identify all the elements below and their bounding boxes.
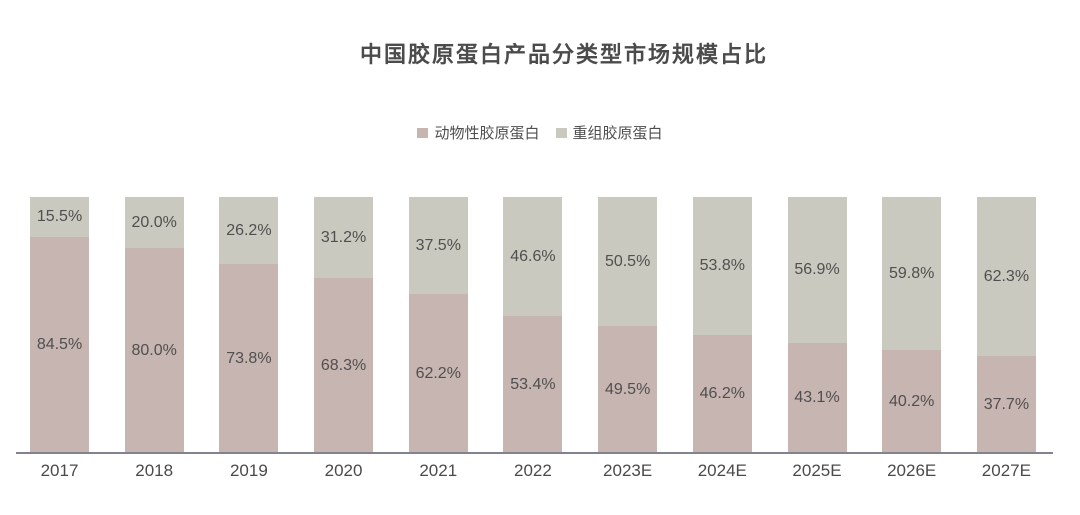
bar-2025E: 56.9% 43.1% xyxy=(787,197,847,453)
x-axis-label-2021: 2021 xyxy=(419,461,458,480)
bar-segment-2024E-animal: 46.2% xyxy=(692,335,752,453)
x-axis-label-2026E: 2026E xyxy=(887,461,937,480)
bar-segment-2027E-animal: 37.7% xyxy=(976,356,1036,453)
plot-area: 15.5% 84.5% 20.0% 80.0% 26.2% 73.8% 31.2% 68.3%… xyxy=(30,197,1036,453)
bar-value-label: 56.9% xyxy=(794,261,840,278)
bar-value-label: 43.1% xyxy=(794,389,840,406)
bar-2020: 31.2% 68.3% xyxy=(314,197,374,453)
bar-value-label: 68.3% xyxy=(320,356,367,374)
bar-segment-2017-animal: 84.5% xyxy=(30,237,89,453)
bar-segment-2025E-animal: 43.1% xyxy=(787,343,847,453)
bar-value-label: 50.5% xyxy=(604,252,651,270)
bar-value-label: 84.5% xyxy=(36,336,83,353)
bar-value-label: 46.6% xyxy=(510,247,556,265)
x-axis-label-2027E: 2027E xyxy=(981,461,1031,480)
bar-2017: 15.5% 84.5% xyxy=(30,197,89,453)
bar-2024E: 53.8% 46.2% xyxy=(692,197,752,453)
x-axis-label-2023E: 2023E xyxy=(603,461,653,480)
bar-2021: 37.5% 62.2% xyxy=(408,197,468,453)
x-axis-label-2020: 2020 xyxy=(324,461,363,480)
bar-segment-2019-recombinant: 26.2% xyxy=(219,197,279,264)
bar-value-label: 26.2% xyxy=(226,221,272,239)
bar-value-label: 40.2% xyxy=(889,392,935,410)
bar-segment-2026E-recombinant: 59.8% xyxy=(882,197,942,350)
bar-value-label: 62.2% xyxy=(415,364,461,382)
bar-segment-2021-recombinant: 37.5% xyxy=(408,197,468,294)
bar-2026E: 59.8% 40.2% xyxy=(882,197,942,453)
legend-label: 重组胶原蛋白 xyxy=(572,125,663,142)
bar-value-label: 46.2% xyxy=(699,385,745,402)
legend-item-1: 重组胶原蛋白 xyxy=(555,122,663,143)
bar-2023E: 50.5% 49.5% xyxy=(598,197,658,453)
bar-segment-2027E-recombinant: 62.3% xyxy=(976,197,1036,356)
x-axis-label-2024E: 2024E xyxy=(697,461,747,480)
bar-value-label: 73.8% xyxy=(226,349,272,367)
x-axis-label-2019: 2019 xyxy=(229,461,268,480)
bar-value-label: 62.3% xyxy=(983,267,1030,285)
bar-value-label: 59.8% xyxy=(889,264,935,282)
bar-value-label: 53.4% xyxy=(510,375,556,393)
legend-item-0: 动物性胶原蛋白 xyxy=(417,122,540,143)
bar-value-label: 15.5% xyxy=(36,208,83,225)
x-axis-label-2022: 2022 xyxy=(514,461,552,480)
bar-2019: 26.2% 73.8% xyxy=(219,197,279,453)
bar-value-label: 37.7% xyxy=(983,395,1030,413)
bar-value-label: 49.5% xyxy=(604,380,651,398)
x-axis-label-2025E: 2025E xyxy=(792,461,842,480)
bar-value-label: 53.8% xyxy=(699,257,745,274)
bar-2027E: 62.3% 37.7% xyxy=(976,197,1036,453)
legend: 动物性胶原蛋白 重组胶原蛋白 xyxy=(0,122,1080,143)
bar-segment-2018-recombinant: 20.0% xyxy=(124,197,184,248)
bar-segment-2019-animal: 73.8% xyxy=(219,264,279,453)
bar-segment-2026E-animal: 40.2% xyxy=(882,350,942,453)
bar-segment-2024E-recombinant: 53.8% xyxy=(692,197,752,335)
bar-2022: 46.6% 53.4% xyxy=(503,197,563,453)
bar-value-label: 31.2% xyxy=(320,228,367,246)
bar-segment-2023E-animal: 49.5% xyxy=(598,326,658,453)
bar-segment-2017-recombinant: 15.5% xyxy=(30,197,89,237)
legend-swatch-icon xyxy=(555,127,567,138)
bar-segment-2020-animal: 68.3% xyxy=(314,278,374,453)
bar-value-label: 37.5% xyxy=(415,236,461,254)
x-axis-labels: 2017 2018 2019 2020 2021 2022 2023E 2024E 2025E 2… xyxy=(30,461,1036,481)
bar-value-label: 80.0% xyxy=(131,341,177,359)
x-axis-line xyxy=(16,452,1053,454)
bar-segment-2025E-recombinant: 56.9% xyxy=(787,197,847,343)
bar-value-label: 20.0% xyxy=(131,213,177,231)
bar-segment-2020-recombinant: 31.2% xyxy=(314,197,374,278)
bar-segment-2018-animal: 80.0% xyxy=(124,248,184,453)
bar-segment-2023E-recombinant: 50.5% xyxy=(598,197,658,326)
x-axis-label-2018: 2018 xyxy=(135,461,174,480)
bar-segment-2022-recombinant: 46.6% xyxy=(503,197,563,316)
bar-2018: 20.0% 80.0% xyxy=(124,197,184,453)
legend-label: 动物性胶原蛋白 xyxy=(434,125,540,142)
bar-segment-2021-animal: 62.2% xyxy=(408,294,468,453)
bar-segment-2022-animal: 53.4% xyxy=(503,316,563,453)
chart-title: 中国胶原蛋白产品分类型市场规模占比 xyxy=(359,42,768,67)
legend-swatch-icon xyxy=(417,127,429,138)
x-axis-label-2017: 2017 xyxy=(40,461,79,480)
